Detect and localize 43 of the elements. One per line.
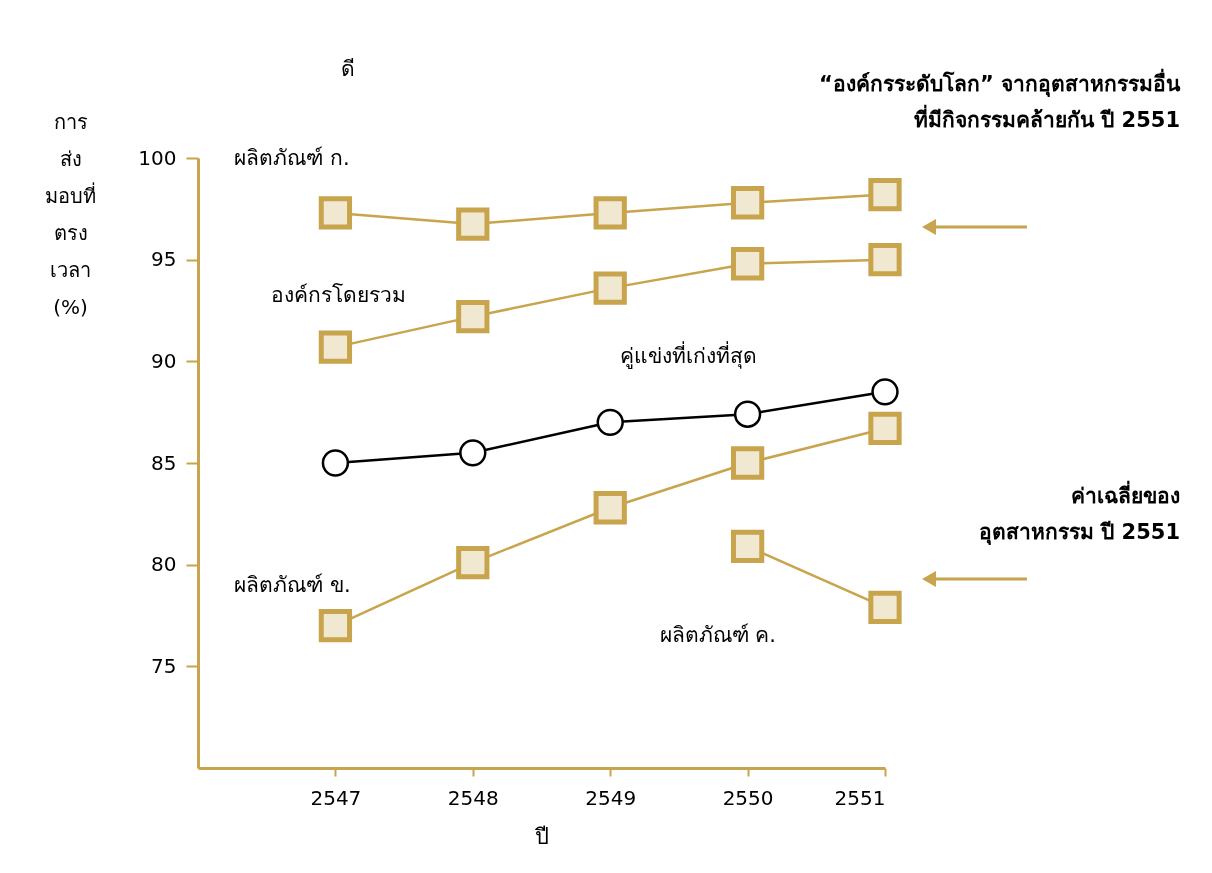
point (321, 449, 350, 477)
text: ดี (341, 57, 355, 81)
point (733, 400, 762, 428)
y-tick-label: 80 (151, 552, 177, 577)
point (318, 609, 353, 643)
point (730, 529, 765, 564)
point (318, 330, 353, 364)
point (456, 545, 490, 580)
point (318, 196, 353, 230)
x-tick-label: 2547 (310, 785, 362, 810)
y-tick-label: 95 (151, 247, 177, 272)
point (868, 243, 902, 277)
point (596, 408, 624, 437)
x-tick-label: 2550 (722, 785, 774, 810)
text: ค่าเฉลี่ยของ อุตสาหกรรม ปี 2551 (978, 480, 1180, 546)
x-axis-title: ปี (534, 823, 549, 849)
point (868, 590, 902, 625)
text: “องค์กรระดับโลก” จากอุตสาหกรรมอื่น ที่มีกิจกรรมคล้ายกัน ปี 2551 (819, 68, 1181, 132)
point (730, 446, 765, 480)
text: ผลิตภัณฑ์ ค. (659, 623, 776, 648)
series-label: คู่แข่งที่เก่งที่สุด (620, 341, 758, 370)
point (456, 299, 490, 334)
y-tick-label: 90 (151, 348, 177, 373)
y-axis-title: การ ส่ง มอบที่ ตรง เวลา (%) (45, 109, 96, 319)
point (459, 439, 487, 467)
series-label: ผลิตภัณฑ์ ข. (234, 572, 351, 597)
series-label: ผลิตภัณฑ์ ก. (234, 145, 350, 170)
x-tick-label: 2551 (834, 785, 886, 810)
x-tick-label: 2548 (447, 785, 499, 810)
point (593, 491, 627, 525)
point (868, 411, 902, 446)
x-tick-label: 2549 (585, 785, 637, 810)
point (730, 247, 765, 281)
point (593, 196, 627, 230)
y-tick-label: 85 (151, 450, 177, 475)
point (868, 177, 902, 212)
y-tick-label: 75 (151, 653, 177, 678)
point (593, 271, 627, 305)
y-tick-label: 100 (138, 145, 177, 170)
series-label: องค์กรโดยรวม (271, 283, 407, 308)
point (730, 186, 765, 220)
point (456, 207, 490, 241)
point (871, 378, 899, 406)
